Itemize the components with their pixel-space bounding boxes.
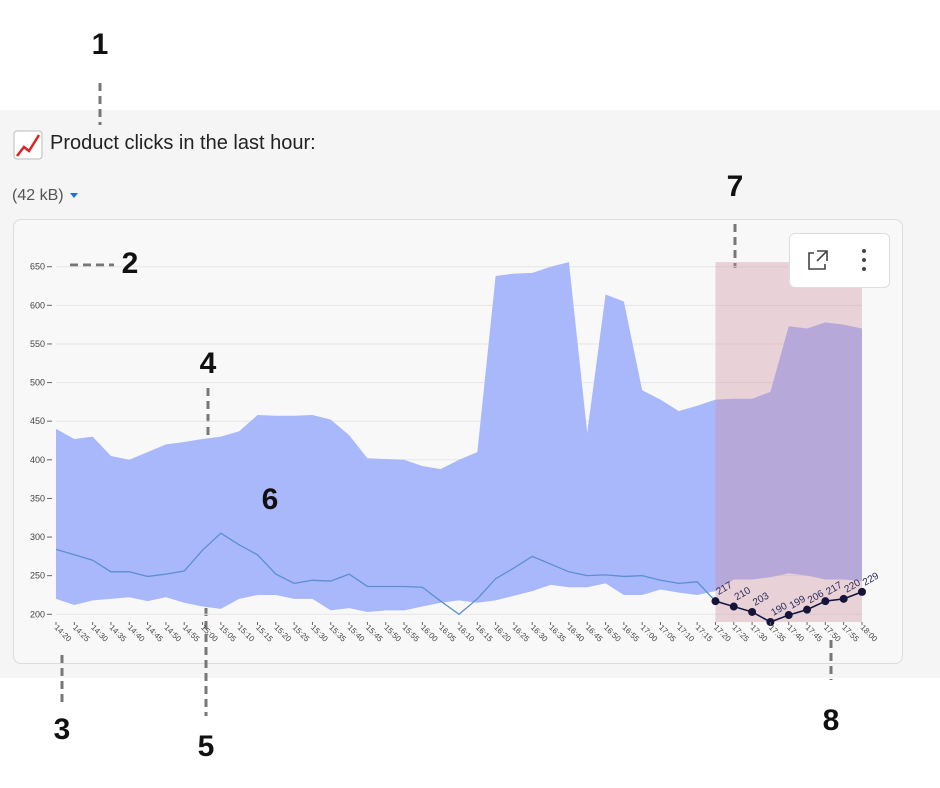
- x-tick-label: 17:30: [749, 623, 770, 644]
- x-tick-label: 16:20: [492, 623, 513, 644]
- more-menu[interactable]: [862, 249, 866, 271]
- x-tick-label: 15:40: [346, 623, 367, 644]
- point-marker: [821, 597, 830, 606]
- x-tick-label: 15:25: [291, 623, 312, 644]
- x-tick-label: 17:10: [675, 623, 696, 644]
- x-tick-label: 16:50: [602, 623, 623, 644]
- x-tick-label: 15:20: [272, 623, 293, 644]
- x-tick-label: 16:25: [511, 623, 532, 644]
- x-tick-label: 14:50: [162, 623, 183, 644]
- point-marker: [729, 602, 738, 611]
- x-tick-label: 17:00: [639, 623, 660, 644]
- y-tick-label: 550: [30, 339, 45, 349]
- x-tick-label: 15:45: [364, 623, 385, 644]
- y-tick-label: 250: [30, 571, 45, 581]
- band-area: [56, 262, 862, 612]
- point-marker: [803, 605, 812, 614]
- x-tick-label: 16:05: [437, 623, 458, 644]
- size-label[interactable]: (42 kB): [12, 187, 64, 204]
- x-tick-label: 17:15: [694, 623, 715, 644]
- point-marker: [748, 607, 757, 616]
- x-tick-label: 17:35: [767, 623, 788, 644]
- x-tick-label: 16:35: [547, 623, 568, 644]
- x-tick-label: 17:40: [785, 623, 806, 644]
- x-tick-label: 16:00: [419, 623, 440, 644]
- x-tick-label: 17:45: [804, 623, 825, 644]
- x-tick-label: 14:35: [108, 623, 129, 644]
- annotation-label: 4: [200, 347, 217, 380]
- x-tick-label: 15:05: [217, 623, 238, 644]
- x-tick-label: 17:55: [840, 623, 861, 644]
- x-tick-label: 15:00: [199, 623, 220, 644]
- open-external[interactable]: [808, 250, 828, 270]
- chart-icon: [13, 130, 43, 160]
- y-tick-label: 200: [30, 609, 45, 619]
- annotation-label: 3: [54, 713, 71, 746]
- annotation-label: 5: [198, 730, 215, 763]
- x-tick-label: 16:15: [474, 623, 495, 644]
- y-tick-label: 350: [30, 493, 45, 503]
- y-tick-label: 300: [30, 532, 45, 542]
- point-marker: [784, 611, 793, 620]
- x-tick-label: 18:00: [859, 623, 880, 644]
- caret[interactable]: [68, 190, 80, 200]
- x-tick-label: 14:45: [144, 623, 165, 644]
- x-tick-label: 15:35: [327, 623, 348, 644]
- toolbar-icons: [808, 249, 866, 271]
- annotation-label: 8: [823, 704, 840, 737]
- x-tick-label: 15:50: [382, 623, 403, 644]
- x-tick-label: 16:30: [529, 623, 550, 644]
- size-toggle[interactable]: (42 kB): [12, 187, 80, 205]
- chart-toolbar: [789, 233, 890, 288]
- y-tick-label: 450: [30, 416, 45, 426]
- x-tick-label: 15:55: [401, 623, 422, 644]
- point-marker: [711, 597, 720, 606]
- x-tick-label: 14:20: [53, 623, 74, 644]
- x-tick-label: 15:15: [254, 623, 275, 644]
- annotation-label: 7: [727, 170, 744, 203]
- annotation-label: 2: [122, 247, 139, 280]
- y-tick-label: 400: [30, 455, 45, 465]
- annotation-label: 1: [92, 28, 109, 61]
- x-tick-label: 15:30: [309, 623, 330, 644]
- x-tick-label: 17:20: [712, 623, 733, 644]
- x-tick-label: 14:25: [71, 623, 92, 644]
- title: Product clicks in the last hour:: [50, 132, 316, 154]
- annotation-label: 6: [262, 483, 279, 516]
- data-label: 229: [861, 570, 881, 588]
- x-tick-label: 14:30: [89, 623, 110, 644]
- x-tick-label: 15:10: [236, 623, 257, 644]
- y-tick-label: 600: [30, 300, 45, 310]
- x-tick-label: 16:45: [584, 623, 605, 644]
- x-tick-label: 16:40: [565, 623, 586, 644]
- y-tick-label: 650: [30, 262, 45, 272]
- x-tick-label: 16:55: [620, 623, 641, 644]
- x-tick-label: 16:10: [456, 623, 477, 644]
- highlight-region: [715, 262, 862, 622]
- x-tick-label: 17:25: [730, 623, 751, 644]
- x-tick-label: 14:40: [126, 623, 147, 644]
- point-marker: [839, 594, 848, 603]
- point-marker: [858, 587, 866, 596]
- x-tick-label: 17:05: [657, 623, 678, 644]
- x-tick-label: 14:55: [181, 623, 202, 644]
- y-tick-label: 500: [30, 378, 45, 388]
